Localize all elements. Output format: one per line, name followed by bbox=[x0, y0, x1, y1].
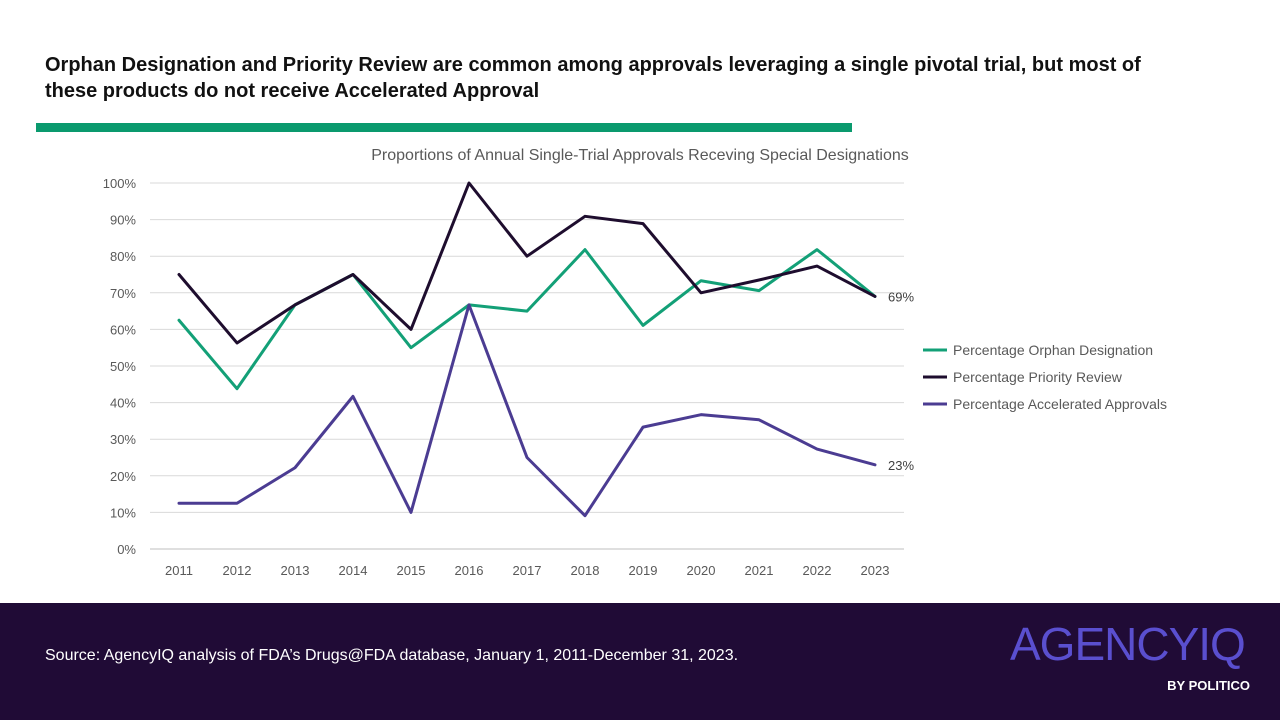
chart-title: Proportions of Annual Single-Trial Appro… bbox=[371, 147, 908, 164]
data-label: 69% bbox=[888, 289, 914, 304]
page-title: Orphan Designation and Priority Review a… bbox=[45, 54, 1141, 102]
x-tick-label: 2013 bbox=[281, 563, 310, 578]
y-tick-label: 60% bbox=[110, 322, 136, 337]
x-tick-label: 2023 bbox=[861, 563, 890, 578]
series-line-3 bbox=[177, 303, 877, 518]
source-note: Source: AgencyIQ analysis of FDA’s Drugs… bbox=[45, 647, 739, 664]
x-tick-label: 2014 bbox=[339, 563, 368, 578]
x-tick-label: 2019 bbox=[629, 563, 658, 578]
x-tick-label: 2022 bbox=[803, 563, 832, 578]
y-tick-label: 30% bbox=[110, 432, 136, 447]
y-tick-label: 80% bbox=[110, 249, 136, 264]
y-tick-label: 70% bbox=[110, 286, 136, 301]
legend-label: Percentage Priority Review bbox=[953, 369, 1123, 385]
x-tick-label: 2011 bbox=[165, 563, 193, 578]
accent-bar bbox=[36, 123, 852, 132]
series-line-1 bbox=[177, 248, 877, 391]
data-label: 23% bbox=[888, 458, 914, 473]
y-tick-label: 40% bbox=[110, 396, 136, 411]
y-tick-label: 90% bbox=[110, 213, 136, 228]
footer-band bbox=[0, 603, 1280, 720]
legend-label: Percentage Orphan Designation bbox=[953, 342, 1153, 358]
x-tick-label: 2015 bbox=[397, 563, 426, 578]
x-tick-label: 2017 bbox=[513, 563, 542, 578]
x-tick-label: 2021 bbox=[745, 563, 774, 578]
agencyiq-logo: AGENCYIQ BY POLITICO bbox=[1008, 618, 1258, 708]
legend-label: Percentage Accelerated Approvals bbox=[953, 396, 1167, 412]
logo-byline: BY POLITICO bbox=[1167, 678, 1250, 693]
y-tick-label: 20% bbox=[110, 469, 136, 484]
y-tick-label: 10% bbox=[110, 505, 136, 520]
x-tick-label: 2020 bbox=[687, 563, 716, 578]
series-line-2 bbox=[177, 181, 877, 345]
y-tick-label: 0% bbox=[117, 542, 136, 557]
x-tick-label: 2012 bbox=[223, 563, 252, 578]
y-tick-label: 50% bbox=[110, 359, 136, 374]
logo-wordmark: AGENCYIQ bbox=[1010, 618, 1246, 670]
x-tick-label: 2016 bbox=[455, 563, 484, 578]
x-tick-label: 2018 bbox=[571, 563, 600, 578]
y-tick-label: 100% bbox=[103, 176, 137, 191]
line-chart: Proportions of Annual Single-Trial Appro… bbox=[103, 147, 1167, 578]
